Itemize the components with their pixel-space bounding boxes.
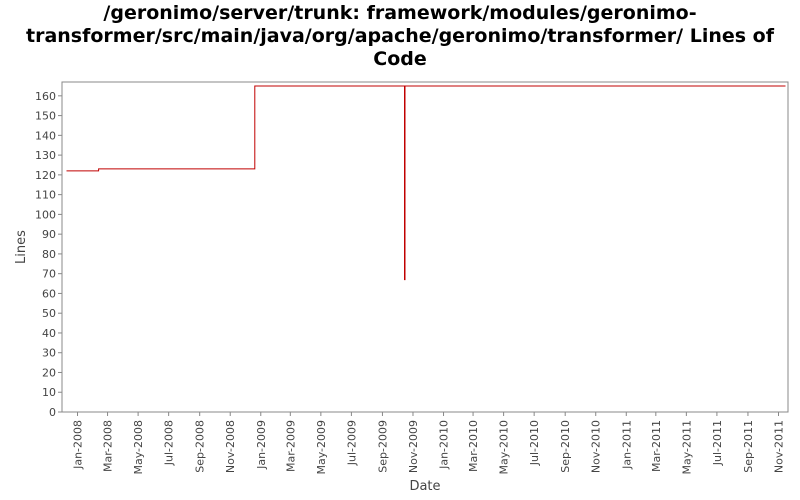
x-tick-label: Sep-2008 [194, 420, 207, 473]
x-tick-label: Mar-2010 [467, 420, 480, 472]
x-tick-label: Jul-2009 [345, 420, 358, 466]
y-tick-label: 140 [35, 129, 56, 142]
x-tick-label: May-2011 [680, 420, 693, 475]
y-tick-label: 60 [42, 287, 56, 300]
x-tick-label: Jul-2008 [163, 420, 176, 466]
x-tick-label: Sep-2011 [742, 420, 755, 473]
y-tick-label: 130 [35, 149, 56, 162]
plot-area [61, 81, 789, 413]
y-tick-label: 100 [35, 208, 56, 221]
y-tick-label: 0 [49, 406, 56, 419]
x-tick-label: Sep-2009 [376, 420, 389, 473]
x-tick-label: Jul-2011 [711, 420, 724, 466]
x-tick-label: Mar-2008 [102, 420, 115, 472]
x-tick-label: Mar-2009 [284, 420, 297, 472]
y-axis-label: Lines [14, 230, 29, 264]
y-tick-label: 70 [42, 268, 56, 281]
y-ticks: 0 10 20 30 40 50 60 70 80 90 100 110 120 130 140 150 160 [35, 90, 62, 419]
chart-title: /geronimo/server/trunk: framework/module… [26, 2, 774, 70]
y-tick-label: 40 [42, 327, 56, 340]
x-tick-label: Jan-2011 [620, 420, 633, 470]
x-tick-label: Sep-2010 [559, 420, 572, 473]
x-ticks: Jan-2008 Mar-2008 May-2008 Jul-2008 Sep-2008… [72, 412, 785, 475]
x-tick-label: May-2009 [315, 420, 328, 475]
x-axis-label: Date [409, 479, 440, 494]
y-tick-label: 50 [42, 307, 56, 320]
x-tick-label: Jan-2010 [438, 420, 451, 470]
x-tick-label: Mar-2011 [650, 420, 663, 472]
y-tick-label: 30 [42, 347, 56, 360]
series-line-0 [66, 85, 786, 281]
y-tick-label: 110 [35, 189, 56, 202]
x-tick-label: Jul-2010 [528, 420, 541, 466]
x-tick-label: Jan-2008 [72, 420, 85, 470]
y-tick-label: 10 [42, 386, 56, 399]
series-layer [66, 85, 786, 281]
x-tick-label: Nov-2011 [772, 420, 785, 473]
x-tick-label: Nov-2010 [590, 420, 603, 473]
y-tick-label: 150 [35, 110, 56, 123]
x-tick-label: Jan-2009 [255, 420, 268, 470]
y-tick-label: 160 [35, 90, 56, 103]
y-tick-label: 80 [42, 248, 56, 261]
y-tick-label: 20 [42, 366, 56, 379]
x-tick-label: May-2008 [132, 420, 145, 475]
y-tick-label: 120 [35, 169, 56, 182]
y-tick-label: 90 [42, 228, 56, 241]
x-tick-label: Nov-2009 [407, 420, 420, 473]
x-tick-label: Nov-2008 [224, 420, 237, 473]
x-tick-label: May-2010 [498, 420, 511, 475]
